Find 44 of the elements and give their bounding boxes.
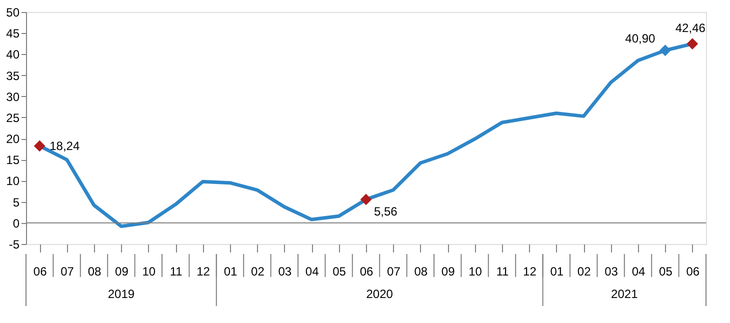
x-tick-label: 05 [332, 264, 346, 278]
x-tick-label: 09 [441, 264, 456, 278]
text: 2020 [366, 287, 394, 301]
x-tick-label: 08 [414, 264, 428, 278]
x-tick-label: 10 [142, 264, 156, 278]
text: 2021 [611, 287, 638, 301]
x-tick-label: 02 [251, 264, 265, 278]
x-tick-label: 04 [632, 264, 646, 278]
y-tick-label: 35 [6, 68, 20, 83]
y-tick-label: 20 [6, 132, 20, 146]
x-tick-label: 06 [686, 264, 700, 278]
data-label: 5,56 [374, 204, 398, 218]
data-label: 40,90 [625, 31, 656, 46]
y-tick-label: 0 [12, 216, 20, 230]
data-label: 18,24 [50, 138, 80, 153]
x-tick-label: 07 [387, 264, 401, 278]
x-tick-label: 02 [577, 264, 592, 278]
x-tick-label: 01 [224, 264, 238, 278]
y-tick-label: -5 [8, 238, 20, 252]
y-tick-label: 5 [12, 195, 20, 210]
x-tick-label: 10 [468, 264, 482, 278]
x-tick-label: 03 [604, 264, 618, 278]
x-tick-label: 06 [360, 264, 374, 278]
data-label: 42,46 [675, 20, 706, 35]
y-tick-label: 15 [6, 153, 20, 168]
x-tick-label: 11 [170, 264, 183, 278]
y-tick-label: 30 [6, 90, 20, 104]
x-tick-label: 09 [115, 264, 129, 278]
x-tick-label: 12 [196, 264, 210, 278]
y-tick-label: 50 [6, 6, 20, 20]
x-tick-label: 04 [305, 264, 320, 278]
y-tick-label: 25 [6, 110, 20, 125]
x-tick-label: 08 [88, 264, 102, 278]
y-tick-label: 45 [6, 26, 20, 41]
y-tick-label: 40 [6, 48, 20, 62]
x-tick-label: 03 [278, 264, 292, 278]
x-tick-label: 05 [659, 264, 673, 278]
y-tick-label: 10 [6, 174, 20, 188]
x-tick-label: 12 [523, 264, 537, 278]
x-tick-label: 11 [496, 264, 510, 278]
x-tick-label: 01 [550, 264, 564, 278]
x-tick-label: 06 [33, 264, 48, 278]
x-tick-label: 07 [60, 264, 74, 278]
text: 2019 [108, 287, 135, 301]
